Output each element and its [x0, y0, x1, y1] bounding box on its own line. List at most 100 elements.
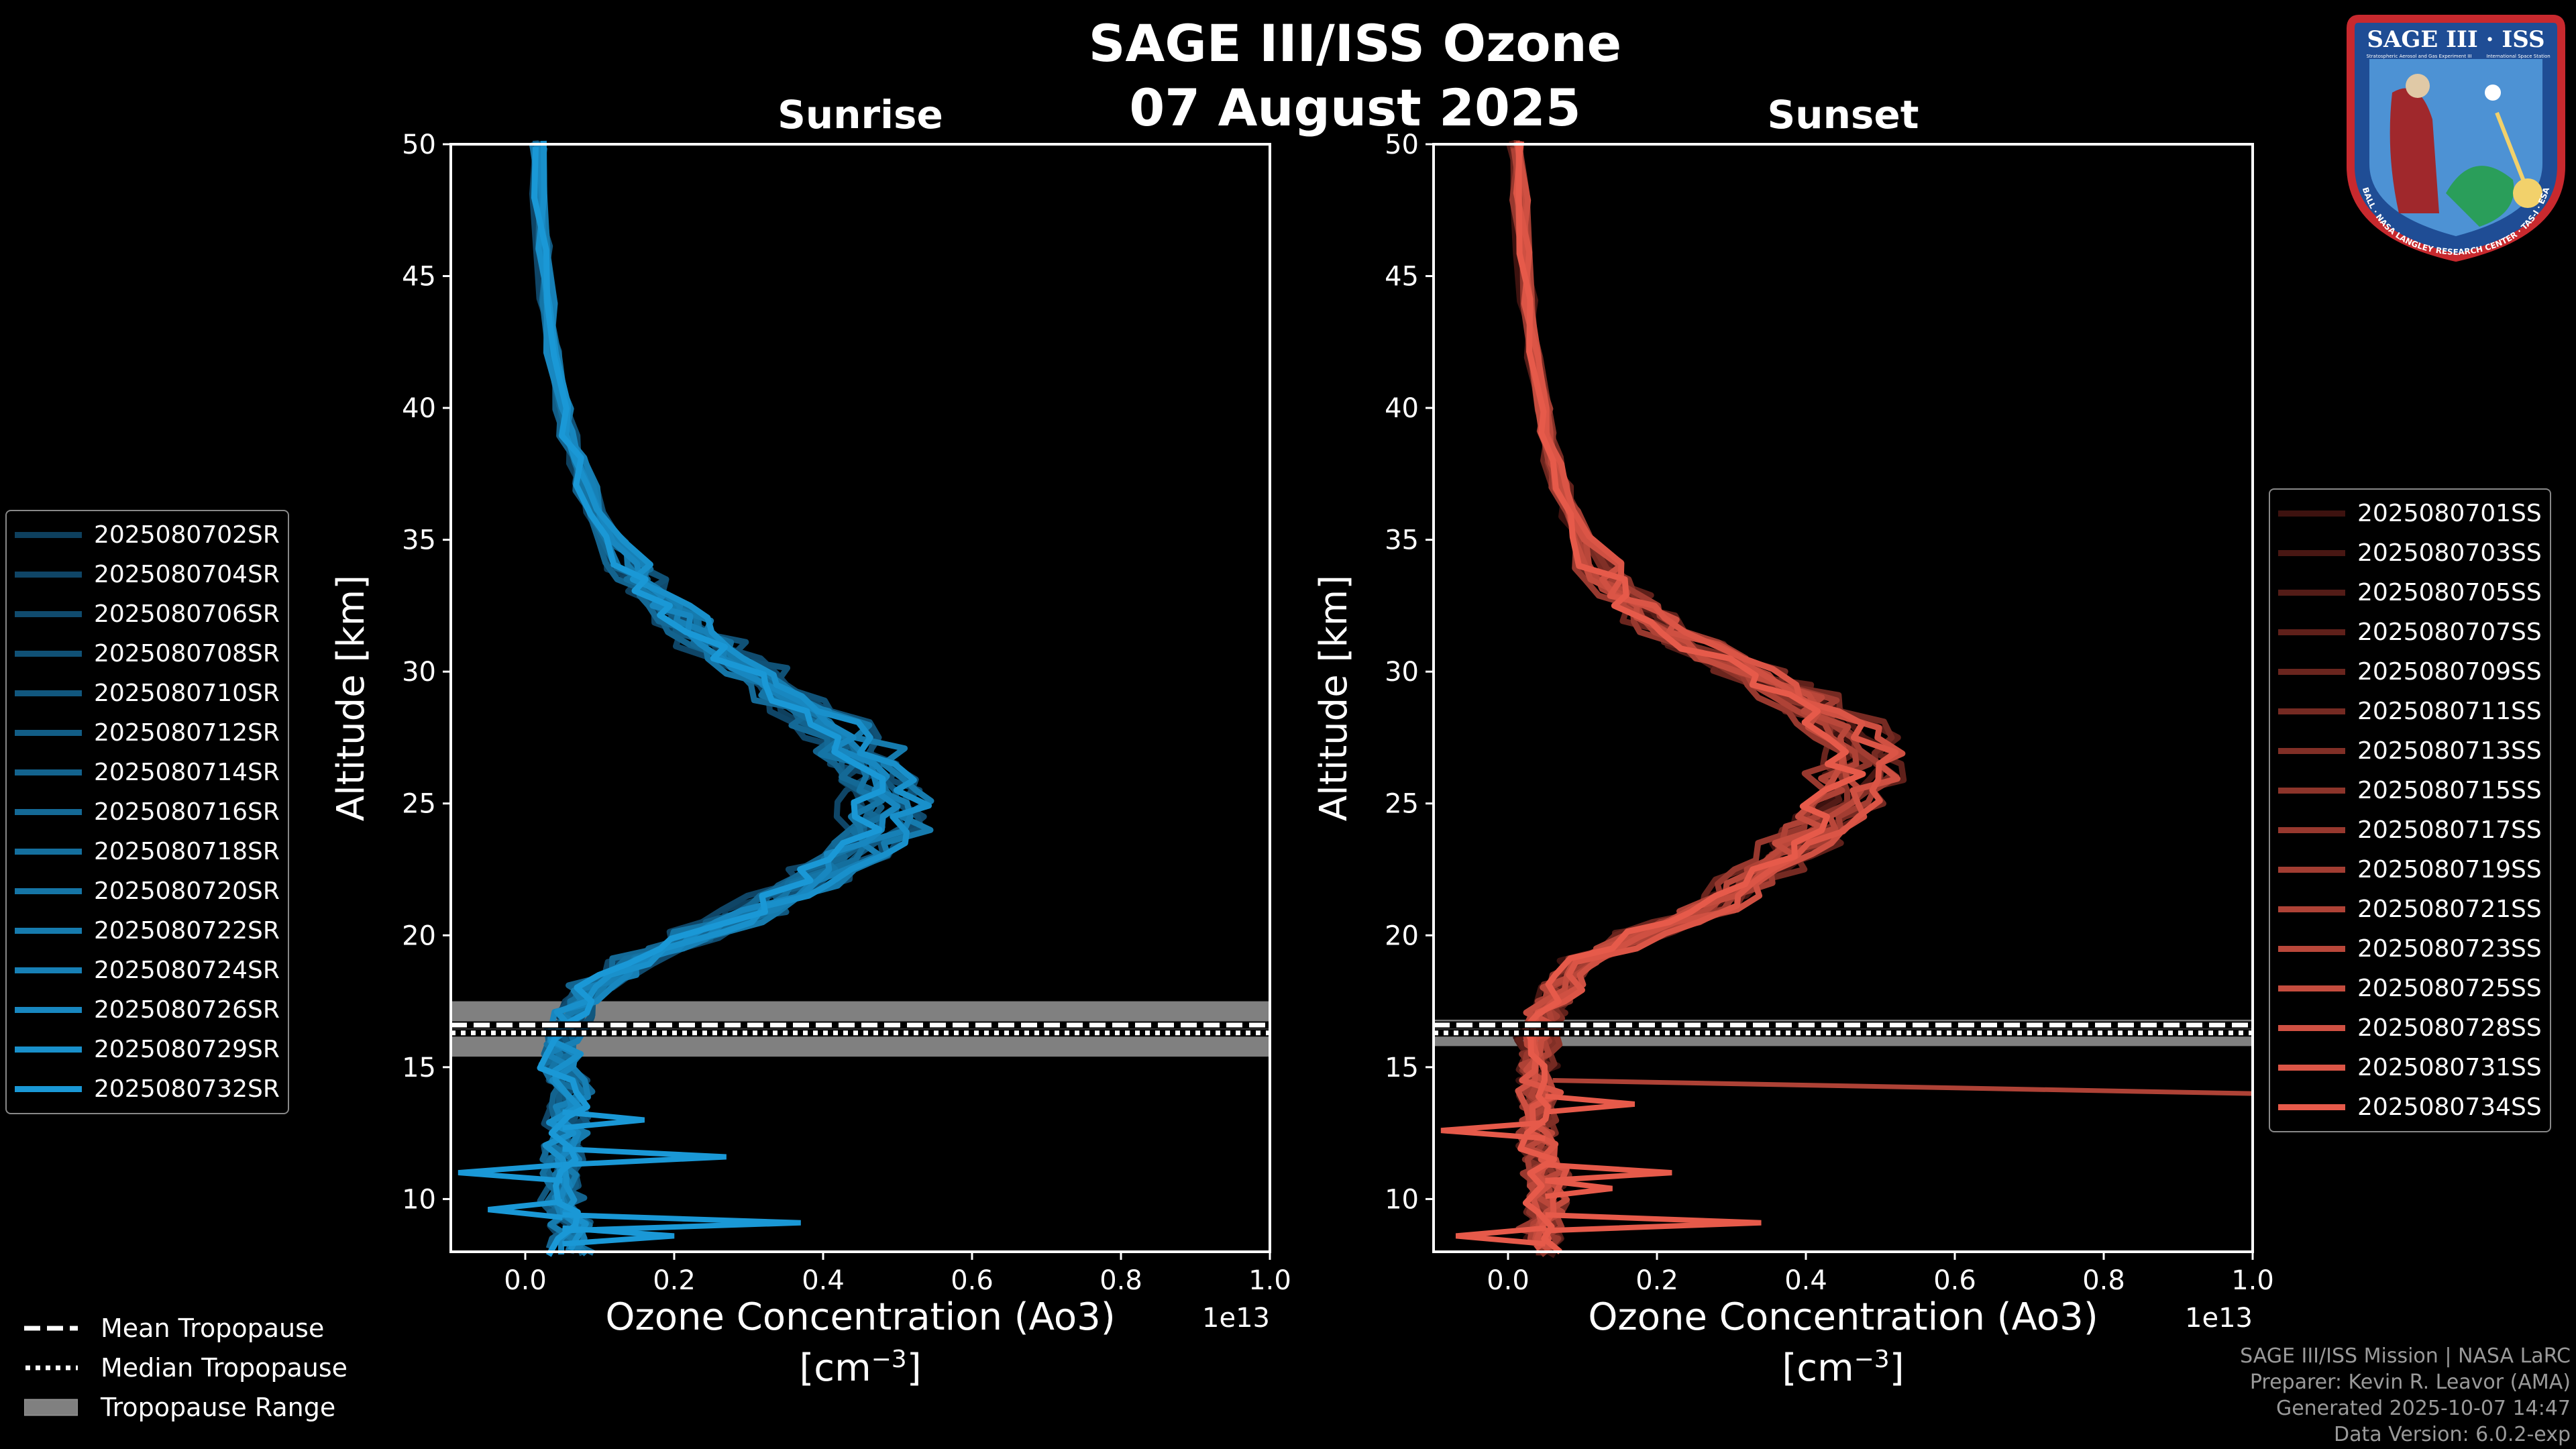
legend-label: 2025080710SR [94, 680, 280, 707]
legend-swatch [15, 1007, 82, 1013]
legend-swatch [2278, 590, 2345, 596]
sunset-y-tick-label: 20 [1385, 920, 1419, 951]
legend-swatch [2278, 708, 2345, 714]
series-line-2025080722SR [540, 142, 934, 1256]
legend-label: 2025080705SS [2357, 579, 2542, 606]
legend-swatch [2278, 827, 2345, 833]
sunset-x-tick-label: 0.0 [1487, 1265, 1529, 1296]
sunset-spike-line [1545, 1093, 1635, 1115]
legend-entry-2025080718SR: 2025080718SR [15, 832, 280, 871]
sunset-spike-line [1545, 1212, 1762, 1234]
sunrise-y-tick-label: 45 [402, 262, 436, 292]
legend-entry-2025080710SR: 2025080710SR [15, 674, 280, 713]
legend-swatch [15, 1086, 82, 1092]
legend-swatch [15, 849, 82, 855]
legend-entry-2025080728SS: 2025080728SS [2278, 1008, 2542, 1048]
sunset-spike-line [1455, 1225, 1546, 1247]
legend-swatch [2278, 788, 2345, 794]
legend-mean-label: Mean Tropopause [101, 1313, 325, 1343]
legend-entry-2025080713SS: 2025080713SS [2278, 731, 2542, 771]
sunset-x-tick-label: 0.8 [2082, 1265, 2125, 1296]
sunset-y-axis-label: Altitude [km] [1312, 575, 1356, 821]
series-line-2025080706SR [531, 147, 927, 1248]
sunset-x-offset-label: 1e13 [2185, 1303, 2253, 1334]
legend-label: 2025080731SS [2357, 1054, 2542, 1081]
legend-entry-2025080723SS: 2025080723SS [2278, 929, 2542, 969]
legend-swatch [15, 888, 82, 894]
legend-swatch [15, 572, 82, 578]
legend-label: 2025080704SR [94, 561, 280, 588]
series-line-2025080714SR [532, 140, 879, 1250]
sunset-y-tick-label: 15 [1385, 1053, 1419, 1083]
legend-label: 2025080732SR [94, 1075, 280, 1103]
legend-swatch [15, 928, 82, 934]
sunset-spike-line [1545, 1177, 1613, 1199]
legend-entry-2025080716SR: 2025080716SR [15, 792, 280, 832]
legend-entry-2025080702SR: 2025080702SR [15, 515, 280, 555]
legend-label: 2025080726SR [94, 996, 280, 1024]
sunrise-y-axis-label: Altitude [km] [329, 575, 373, 821]
sunset-x-axis-label: Ozone Concentration (Ao3) [1588, 1295, 2098, 1339]
sunrise-y-tick-label: 50 [402, 129, 436, 160]
legend-label: 2025080725SS [2357, 975, 2542, 1002]
sunset-y-tick-label: 50 [1385, 129, 1419, 160]
legend-entry-2025080725SS: 2025080725SS [2278, 969, 2542, 1008]
legend-entry-2025080719SS: 2025080719SS [2278, 850, 2542, 890]
legend-label: 2025080714SR [94, 759, 280, 786]
sunset-x-tick-label: 0.6 [1933, 1265, 1976, 1296]
legend-label: 2025080728SS [2357, 1014, 2542, 1042]
sunrise-axes-frame [449, 143, 1271, 1253]
sunset-x-tick-label: 0.4 [1784, 1265, 1827, 1296]
legend-label: 2025080713SS [2357, 737, 2542, 765]
credits-preparer: Preparer: Kevin R. Leavor (AMA) [2249, 1371, 2571, 1394]
legend-swatch [2278, 669, 2345, 675]
sunset-axes-frame [1432, 143, 2254, 1253]
dashed-line-swatch [24, 1318, 78, 1338]
legend-swatch [2278, 1065, 2345, 1071]
legend-entry-2025080704SR: 2025080704SR [15, 555, 280, 594]
legend-swatch [2278, 1025, 2345, 1031]
sunrise-x-tick-label: 1.0 [1248, 1265, 1291, 1296]
legend-label: 2025080718SR [94, 838, 280, 865]
legend-swatch [15, 651, 82, 657]
legend-entry-2025080709SS: 2025080709SS [2278, 652, 2542, 692]
sunrise-panel: 0.0 0.2 0.4 0.6 0.8 1.0 10 15 20 25 30 35 40 45 50 1e13… [329, 92, 1291, 1390]
sunrise-spike-line [488, 1199, 563, 1220]
sunset-long-spike-line [1552, 1077, 2253, 1096]
sunrise-spike-line [562, 1212, 801, 1234]
legend-entry-2025080734SS: 2025080734SS [2278, 1087, 2542, 1127]
sunrise-legend: 2025080702SR 2025080704SR 2025080706SR 2025… [5, 510, 289, 1114]
sunset-spike-line [1440, 1120, 1546, 1141]
legend-swatch [15, 1046, 82, 1053]
legend-label: 2025080729SR [94, 1036, 280, 1063]
legend-label: 2025080724SR [94, 957, 280, 984]
legend-label: 2025080709SS [2357, 658, 2542, 686]
legend-tropopause-range: Tropopause Range [23, 1387, 347, 1427]
sunset-y-tick-label: 25 [1385, 789, 1419, 820]
legend-label: 2025080719SS [2357, 856, 2542, 883]
sunrise-x-axis-label: Ozone Concentration (Ao3) [605, 1295, 1115, 1339]
sage-mission-logo: SAGE III · ISS Stratospheric Aerosol and… [2347, 15, 2565, 262]
legend-median-tropopause: Median Tropopause [24, 1348, 347, 1387]
range-swatch [23, 1397, 78, 1417]
legend-entry-2025080720SR: 2025080720SR [15, 871, 280, 911]
legend-label: 2025080722SR [94, 917, 280, 945]
sunrise-x-tick-label: 0.6 [951, 1265, 994, 1296]
legend-swatch [2278, 511, 2345, 517]
legend-entry-2025080703SS: 2025080703SS [2278, 533, 2542, 573]
sunrise-x-tick-label: 0.4 [802, 1265, 845, 1296]
legend-label: 2025080711SS [2357, 698, 2542, 725]
legend-entry-2025080721SS: 2025080721SS [2278, 890, 2542, 929]
legend-label: 2025080723SS [2357, 935, 2542, 963]
figure-title-line2: 07 August 2025 [1129, 78, 1581, 138]
sunrise-panel-title: Sunrise [777, 92, 943, 138]
figure-title-line1: SAGE III/ISS Ozone [1088, 13, 1622, 73]
tropopause-legend: Mean Tropopause Median Tropopause Tropop… [23, 1308, 347, 1427]
legend-entry-2025080707SS: 2025080707SS [2278, 612, 2542, 652]
legend-swatch [2278, 867, 2345, 873]
sunrise-y-tick-label: 20 [402, 920, 436, 951]
legend-entry-2025080714SR: 2025080714SR [15, 753, 280, 792]
legend-entry-2025080712SR: 2025080712SR [15, 713, 280, 753]
legend-swatch [2278, 1104, 2345, 1110]
legend-swatch [2278, 906, 2345, 912]
